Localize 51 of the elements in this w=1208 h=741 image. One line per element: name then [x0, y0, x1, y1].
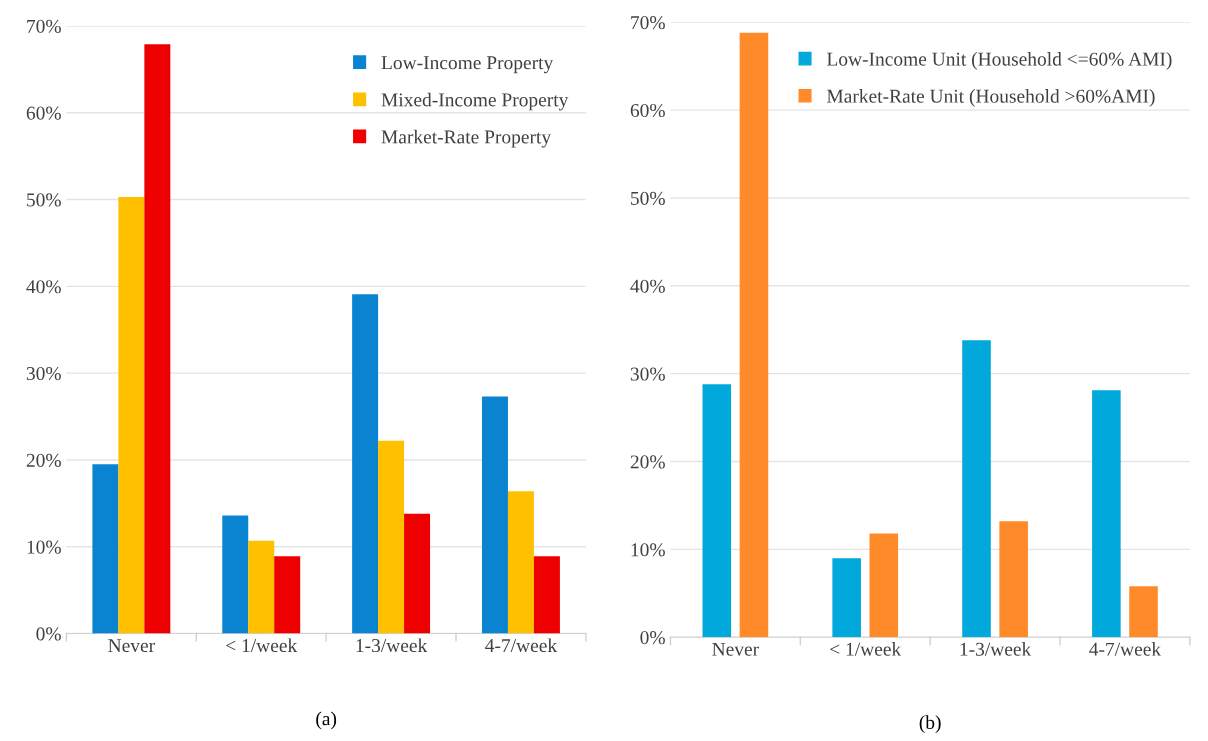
bar	[92, 464, 119, 634]
x-tick-label: Never	[712, 642, 759, 656]
x-tick-label: 4-7/week	[485, 638, 558, 653]
legend-label: Low-Income Property	[381, 56, 554, 74]
y-tick-label: 50%	[631, 191, 665, 205]
bar	[378, 440, 405, 634]
y-tick-label: 20%	[630, 455, 665, 469]
x-tick-label: Never	[108, 639, 155, 653]
bar	[404, 513, 431, 634]
bar	[832, 558, 861, 638]
bar	[1129, 586, 1158, 638]
x-tick-label: < 1/week	[830, 642, 902, 656]
legend-label: Market-Rate Unit (Household >60%AMI)	[826, 89, 1155, 107]
bar	[1092, 390, 1121, 638]
y-tick-label: 40%	[630, 279, 665, 293]
y-tick-label: 30%	[26, 366, 61, 381]
x-axis-title: (a)	[316, 711, 337, 730]
bar	[999, 521, 1028, 638]
y-tick-label: 10%	[27, 540, 61, 554]
legend-label: Low-Income Unit (Household <=60% AMI)	[826, 52, 1172, 70]
y-tick-label: 0%	[640, 631, 665, 645]
x-axis-title: (b)	[919, 715, 941, 733]
bar	[481, 396, 508, 634]
y-tick-label: 70%	[27, 19, 61, 33]
y-tick-label: 60%	[630, 103, 665, 118]
bar	[144, 44, 171, 634]
bar	[118, 196, 145, 634]
y-tick-label: 0%	[36, 627, 61, 641]
bar	[739, 32, 769, 638]
x-tick-label: 1-3/week	[356, 638, 428, 653]
bar	[222, 515, 249, 634]
y-tick-label: 30%	[630, 367, 665, 381]
x-tick-label: 1-3/week	[960, 642, 1032, 656]
y-tick-label: 70%	[631, 16, 665, 30]
legend-label: Market-Rate Property	[381, 129, 552, 148]
bar	[533, 556, 560, 634]
bar	[702, 384, 732, 638]
y-tick-label: 50%	[27, 193, 61, 207]
y-tick-label: 10%	[631, 543, 665, 557]
bar	[274, 556, 301, 634]
y-tick-label: 60%	[26, 106, 61, 120]
bar	[248, 540, 275, 634]
legend-label: Mixed-Income Property	[381, 92, 569, 111]
x-tick-label: < 1/week	[226, 638, 298, 653]
bar	[962, 340, 991, 638]
bar	[507, 491, 534, 634]
y-tick-label: 20%	[26, 453, 61, 467]
bar	[352, 294, 379, 634]
x-tick-label: 4-7/week	[1089, 642, 1162, 656]
bar	[869, 533, 899, 638]
y-tick-label: 40%	[26, 280, 61, 294]
